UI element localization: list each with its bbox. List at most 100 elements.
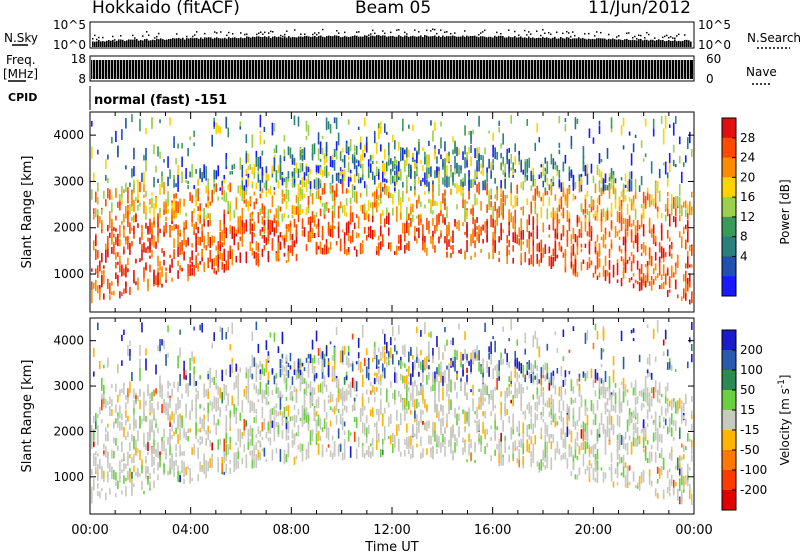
scatter-streak <box>648 193 651 207</box>
scatter-streak <box>406 384 408 395</box>
noise-bar <box>100 41 102 47</box>
scatter-streak <box>554 228 557 238</box>
scatter-streak <box>177 471 179 483</box>
scatter-streak <box>273 191 276 195</box>
scatter-streak <box>165 407 167 415</box>
noise-bar <box>220 38 222 47</box>
scatter-streak <box>492 249 494 260</box>
scatter-streak <box>341 148 344 153</box>
colorbar-tick-label: 20 <box>740 170 755 184</box>
scatter-streak <box>121 334 123 342</box>
scatter-streak <box>127 268 129 273</box>
scatter-streak <box>113 469 115 480</box>
noise-bar <box>240 37 242 47</box>
scatter-streak <box>530 418 533 430</box>
scatter-streak <box>570 170 573 176</box>
scatter-streak <box>514 155 517 166</box>
scatter-streak <box>225 152 228 164</box>
scatter-streak <box>486 221 488 230</box>
scatter-streak <box>95 451 97 456</box>
scatter-streak <box>251 400 254 412</box>
scatter-streak <box>496 368 498 382</box>
scatter-streak <box>247 442 250 450</box>
scatter-streak <box>129 381 131 394</box>
scatter-streak <box>205 430 207 435</box>
noise-bar <box>606 39 608 47</box>
scatter-streak <box>450 360 452 366</box>
scatter-streak <box>688 201 691 212</box>
scatter-streak <box>129 242 131 255</box>
noise-bar <box>616 39 618 47</box>
noise-bar <box>104 41 106 47</box>
scatter-streak <box>313 366 316 370</box>
scatter-streak <box>177 419 179 430</box>
scatter-streak <box>249 450 252 456</box>
noise-ytick-bottom-left: 10^0 <box>53 38 86 52</box>
scatter-streak <box>247 200 250 212</box>
freq-gap <box>119 60 120 79</box>
scatter-streak <box>225 385 228 396</box>
noise-point <box>484 29 486 32</box>
scatter-streak <box>357 233 360 238</box>
scatter-streak <box>548 255 551 267</box>
scatter-streak <box>371 154 374 160</box>
scatter-streak <box>253 444 256 452</box>
scatter-streak <box>321 381 324 394</box>
noise-bar <box>374 36 376 47</box>
scatter-streak <box>187 391 189 397</box>
scatter-streak <box>379 449 382 458</box>
scatter-streak <box>534 435 537 445</box>
scatter-streak <box>542 449 545 459</box>
scatter-streak <box>634 279 637 283</box>
scatter-streak <box>582 209 585 214</box>
scatter-streak <box>392 326 394 337</box>
scatter-streak <box>345 198 348 206</box>
scatter-streak <box>596 257 599 270</box>
scatter-streak <box>117 233 119 247</box>
scatter-streak <box>420 412 422 424</box>
scatter-streak <box>668 289 671 293</box>
scatter-streak <box>277 411 280 416</box>
scatter-streak <box>323 202 326 215</box>
scatter-streak <box>195 188 197 198</box>
scatter-streak <box>674 203 677 216</box>
scatter-streak <box>353 152 356 156</box>
scatter-streak <box>227 127 230 138</box>
scatter-streak <box>482 224 484 231</box>
scatter-streak <box>544 362 547 371</box>
scatter-streak <box>648 257 651 266</box>
cpid-panel: normal (fast) -151 <box>89 86 227 110</box>
scatter-streak <box>317 148 320 161</box>
scatter-streak <box>508 454 510 463</box>
scatter-streak <box>668 213 671 227</box>
scatter-streak <box>139 400 141 410</box>
scatter-streak <box>640 264 643 275</box>
freq-gap <box>614 60 615 79</box>
scatter-streak <box>686 250 689 257</box>
scatter-streak <box>452 172 454 182</box>
scatter-streak <box>283 252 286 257</box>
scatter-streak <box>145 160 147 172</box>
scatter-streak <box>530 362 533 374</box>
scatter-streak <box>99 288 101 301</box>
scatter-streak <box>590 228 593 241</box>
noise-bar <box>102 41 104 47</box>
scatter-streak <box>109 406 111 411</box>
scatter-streak <box>420 219 422 223</box>
noise-bar <box>184 39 186 47</box>
scatter-streak <box>387 416 390 427</box>
scatter-streak <box>231 171 234 175</box>
scatter-streak <box>331 210 334 223</box>
scatter-streak <box>426 179 428 187</box>
scatter-streak <box>548 234 551 238</box>
scatter-streak <box>430 166 432 177</box>
scatter-streak <box>456 204 458 210</box>
scatter-streak <box>207 414 209 422</box>
scatter-streak <box>197 206 199 212</box>
scatter-streak <box>271 195 274 208</box>
scatter-streak <box>293 434 296 445</box>
scatter-streak <box>193 443 195 456</box>
scatter-streak <box>456 373 458 379</box>
scatter-streak <box>141 464 143 474</box>
scatter-streak <box>163 182 165 195</box>
